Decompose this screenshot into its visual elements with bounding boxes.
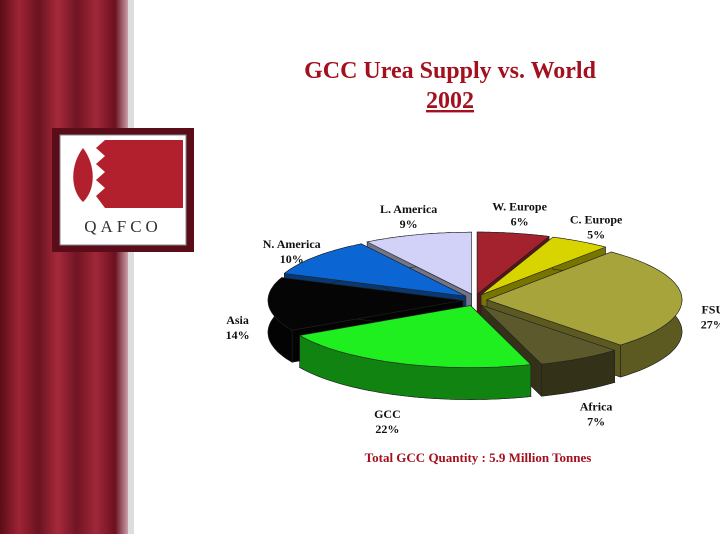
slice-label: C. Europe (570, 213, 623, 227)
chart-subtitle: 2002 (426, 88, 474, 114)
slice-label: L. America (380, 202, 437, 216)
slice-value: 9% (400, 217, 418, 231)
logo: QAFCO (52, 128, 194, 252)
slice (486, 251, 683, 346)
slice-label: FSU (701, 303, 720, 317)
slice-label: Africa (580, 399, 613, 413)
slice-label: GCC (374, 407, 401, 421)
slice-value: 10% (280, 252, 304, 266)
slice (267, 277, 464, 331)
slice (283, 243, 466, 297)
slice-label: W. Europe (492, 199, 547, 213)
slice-value: 6% (511, 214, 529, 228)
logo-text: QAFCO (84, 217, 162, 236)
slice (480, 304, 616, 365)
slice-value: 7% (587, 414, 605, 428)
slice-label: Asia (226, 313, 249, 327)
slice (366, 231, 473, 295)
slice (298, 304, 532, 400)
footnote: Total GCC Quantity : 5.9 Million Tonnes (365, 450, 592, 465)
pillar (0, 0, 128, 534)
slice-value: 27% (701, 318, 720, 332)
pie (267, 231, 683, 400)
slice (480, 236, 607, 296)
slice-value: 5% (587, 228, 605, 242)
slice (476, 231, 550, 295)
slice-value: 14% (226, 328, 250, 342)
slice-label: N. America (263, 237, 321, 251)
chart-title: GCC Urea Supply vs. World (304, 58, 596, 84)
slice-value: 22% (375, 422, 399, 436)
slice (298, 305, 532, 368)
pillar-shadow (128, 0, 134, 534)
